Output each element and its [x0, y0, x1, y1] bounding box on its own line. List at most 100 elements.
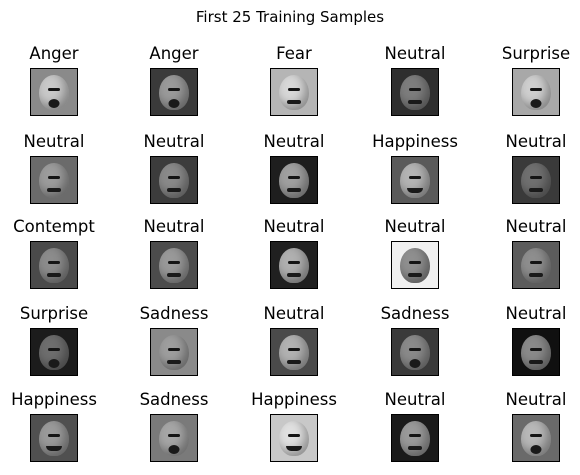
sample-label: Neutral: [143, 132, 205, 151]
right-eye: [411, 434, 421, 438]
sample-cell: Anger: [4, 44, 104, 116]
mouth: [46, 273, 61, 278]
sample-cell: Neutral: [124, 217, 224, 289]
sample-label: Neutral: [505, 304, 567, 323]
right-eye: [411, 176, 421, 180]
mouth: [286, 360, 301, 365]
sample-image: [391, 156, 439, 204]
sample-image: [30, 414, 78, 462]
face-shape: [39, 247, 69, 284]
sample-label: Neutral: [505, 132, 567, 151]
sample-label: Neutral: [263, 132, 325, 151]
sample-label: Happiness: [251, 390, 337, 409]
sample-cell: Happiness: [4, 390, 104, 462]
right-eye: [170, 261, 180, 265]
right-eye: [290, 261, 300, 265]
sample-image: [30, 328, 78, 376]
sample-image: [391, 241, 439, 289]
sample-cell: Anger: [124, 44, 224, 116]
sample-cell: Neutral: [244, 304, 344, 376]
sample-cell: Neutral: [365, 390, 465, 462]
mouth: [166, 188, 181, 193]
mouth: [286, 273, 301, 278]
face-shape: [159, 74, 189, 111]
mouth: [528, 360, 543, 365]
sample-label: Neutral: [384, 390, 446, 409]
face-shape: [279, 420, 309, 457]
face-shape: [39, 162, 69, 199]
mouth: [530, 98, 542, 108]
right-eye: [532, 348, 542, 352]
sample-label: Anger: [149, 44, 199, 63]
sample-label: Neutral: [23, 132, 85, 151]
sample-cell: Fear: [244, 44, 344, 116]
sample-image: [270, 156, 318, 204]
sample-label: Anger: [29, 44, 79, 63]
right-eye: [290, 434, 300, 438]
face-shape: [159, 420, 189, 457]
mouth: [46, 188, 61, 193]
sample-image: [150, 328, 198, 376]
sample-image: [150, 241, 198, 289]
sample-label: Neutral: [384, 217, 446, 236]
mouth: [528, 273, 543, 278]
sample-image: [30, 68, 78, 116]
sample-image: [512, 241, 560, 289]
sample-label: Surprise: [501, 44, 571, 63]
face-shape: [279, 74, 309, 111]
sample-label: Sadness: [139, 390, 209, 409]
mouth: [166, 360, 181, 365]
sample-cell: Sadness: [124, 390, 224, 462]
right-eye: [170, 176, 180, 180]
sample-image: [150, 68, 198, 116]
right-eye: [50, 434, 60, 438]
sample-image: [391, 328, 439, 376]
right-eye: [170, 88, 180, 92]
mouth: [528, 188, 543, 193]
sample-cell: Neutral: [244, 132, 344, 204]
sample-cell: Neutral: [486, 217, 580, 289]
mouth: [48, 358, 60, 368]
sample-image: [150, 156, 198, 204]
face-shape: [521, 334, 551, 371]
face-shape: [400, 162, 430, 199]
right-eye: [532, 261, 542, 265]
right-eye: [532, 176, 542, 180]
right-eye: [290, 176, 300, 180]
right-eye: [50, 176, 60, 180]
face-shape: [279, 162, 309, 199]
mouth: [286, 100, 301, 105]
sample-image: [391, 414, 439, 462]
sample-label: Fear: [276, 44, 312, 63]
sample-label: Surprise: [19, 304, 89, 323]
face-shape: [521, 247, 551, 284]
sample-label: Neutral: [505, 390, 567, 409]
sample-cell: Neutral: [244, 217, 344, 289]
face-shape: [159, 162, 189, 199]
mouth: [285, 446, 302, 452]
right-eye: [170, 434, 180, 438]
face-shape: [400, 334, 430, 371]
sample-cell: Surprise: [4, 304, 104, 376]
mouth: [48, 98, 60, 108]
sample-label: Neutral: [505, 217, 567, 236]
sample-label: Sadness: [380, 304, 450, 323]
mouth: [286, 188, 301, 193]
mouth: [407, 100, 422, 105]
sample-image: [391, 68, 439, 116]
face-shape: [39, 334, 69, 371]
right-eye: [290, 348, 300, 352]
face-shape: [400, 420, 430, 457]
face-shape: [159, 247, 189, 284]
face-shape: [400, 74, 430, 111]
mouth: [168, 444, 180, 454]
sample-cell: Sadness: [124, 304, 224, 376]
right-eye: [50, 348, 60, 352]
sample-label: Neutral: [143, 217, 205, 236]
sample-cell: Neutral: [4, 132, 104, 204]
mouth: [407, 273, 422, 278]
sample-cell: Sadness: [365, 304, 465, 376]
right-eye: [411, 88, 421, 92]
mouth: [45, 446, 62, 452]
face-shape: [521, 420, 551, 457]
